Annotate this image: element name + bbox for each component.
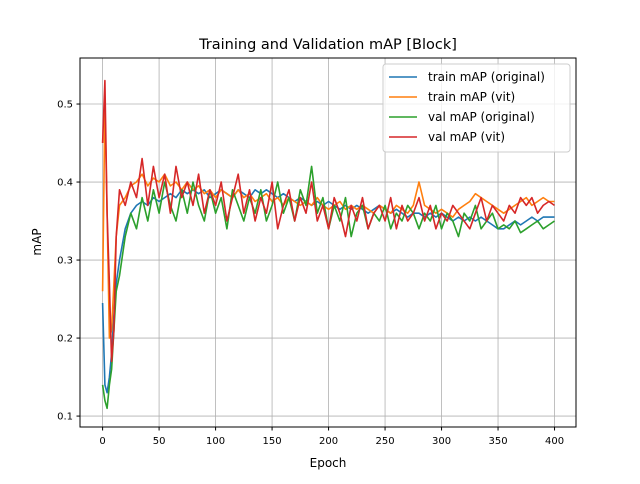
chart-title: Training and Validation mAP [Block] [198, 37, 457, 53]
y-tick-label: 0.2 [57, 334, 73, 345]
y-tick-label: 0.3 [57, 256, 73, 267]
series-line-3 [101, 79, 555, 363]
x-tick-label: 0 [99, 436, 105, 447]
y-tick-label: 0.1 [57, 412, 73, 423]
legend-label: train mAP (original) [428, 70, 545, 84]
series-line-0 [101, 189, 555, 394]
legend-label: train mAP (vit) [428, 90, 515, 104]
y-tick-label: 0.4 [57, 178, 73, 189]
x-tick-label: 400 [545, 436, 564, 447]
x-tick-label: 150 [263, 436, 282, 447]
x-tick-label: 350 [488, 436, 507, 447]
series-lines [101, 79, 555, 410]
series-line-2 [101, 165, 555, 410]
series-line-1 [101, 103, 555, 339]
x-tick-label: 200 [319, 436, 338, 447]
x-tick-label: 300 [432, 436, 451, 447]
y-axis-label: mAP [30, 228, 44, 255]
plot-frame [79, 57, 577, 428]
x-tick-label: 50 [153, 436, 166, 447]
x-tick-label: 250 [376, 436, 395, 447]
legend: train mAP (original) train mAP (vit) val m… [382, 63, 571, 153]
legend-label: val mAP (original) [428, 110, 535, 124]
x-tick-label: 100 [206, 436, 225, 447]
x-axis: 0 50 100 150 200 250 300 350 400 [99, 427, 564, 447]
y-axis: 0.1 0.2 0.3 0.4 0.5 [57, 100, 80, 423]
legend-label: val mAP (vit) [428, 130, 505, 144]
legend-box [382, 63, 571, 153]
y-tick-label: 0.5 [57, 100, 73, 111]
x-axis-label: Epoch [310, 456, 347, 470]
